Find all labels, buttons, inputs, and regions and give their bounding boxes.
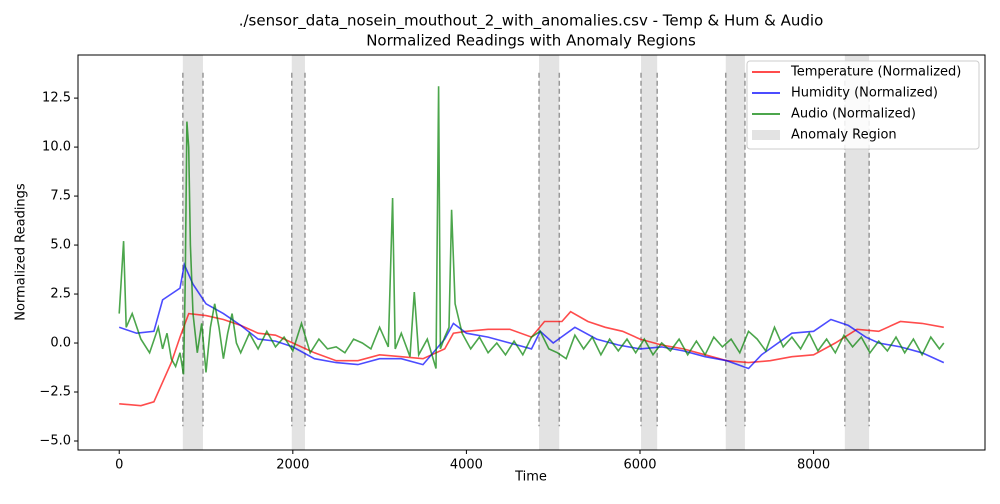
anomaly-region bbox=[539, 55, 560, 450]
plot-frame bbox=[77, 54, 986, 451]
x-tick-label: 8000 bbox=[797, 458, 830, 473]
chart-title: Normalized Readings with Anomaly Regions bbox=[366, 32, 696, 50]
legend-swatch bbox=[752, 130, 780, 140]
y-tick-label: 12.5 bbox=[42, 91, 71, 106]
y-tick-label: 10.0 bbox=[42, 140, 71, 155]
anomaly-region bbox=[641, 55, 658, 450]
y-tick-label: 7.5 bbox=[50, 189, 71, 204]
chart-title: ./sensor_data_nosein_mouthout_2_with_ano… bbox=[239, 12, 824, 31]
x-tick-label: 0 bbox=[115, 458, 123, 473]
y-axis-label: Normalized Readings bbox=[14, 183, 29, 321]
legend-label: Temperature (Normalized) bbox=[790, 65, 961, 80]
x-tick-label: 4000 bbox=[450, 458, 483, 473]
series-line bbox=[118, 261, 945, 370]
x-axis-label: Time bbox=[514, 470, 547, 485]
x-tick-label: 6000 bbox=[623, 458, 656, 473]
legend-label: Humidity (Normalized) bbox=[791, 86, 938, 101]
legend-label: Audio (Normalized) bbox=[791, 107, 916, 122]
anomaly-region bbox=[725, 55, 745, 450]
y-tick-label: 5.0 bbox=[50, 238, 71, 253]
y-tick-label: −2.5 bbox=[39, 385, 71, 400]
y-tick-label: 2.5 bbox=[50, 287, 71, 302]
y-tick-label: −5.0 bbox=[39, 433, 71, 448]
x-tick-label: 2000 bbox=[276, 458, 309, 473]
series-line bbox=[118, 86, 945, 375]
series-line bbox=[119, 310, 944, 407]
y-tick-label: 0.0 bbox=[50, 336, 71, 351]
legend-box bbox=[746, 60, 980, 150]
anomaly-region bbox=[291, 55, 305, 450]
legend-label: Anomaly Region bbox=[791, 128, 897, 143]
